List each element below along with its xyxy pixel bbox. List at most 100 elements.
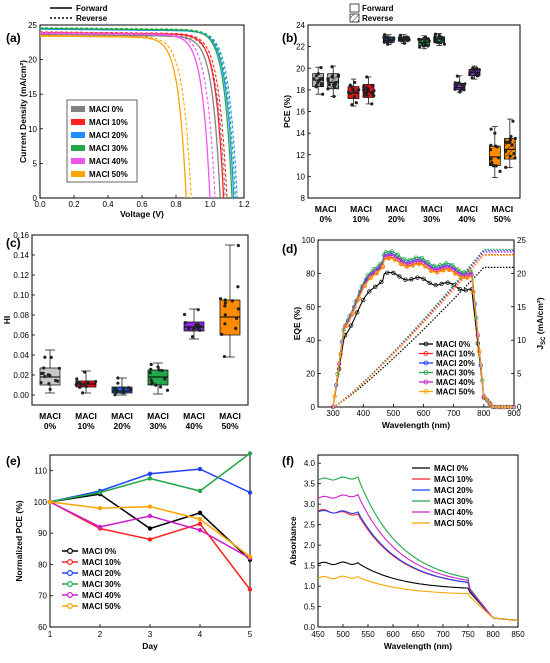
eqe-marker xyxy=(397,274,402,279)
eqe-line xyxy=(332,253,514,408)
data-point xyxy=(86,380,90,384)
data-point xyxy=(236,285,240,289)
category-label: 0% xyxy=(44,421,57,431)
data-point xyxy=(353,80,357,85)
data-point xyxy=(462,88,466,92)
category-label: MACI xyxy=(456,204,478,214)
eqe-marker xyxy=(401,257,407,262)
data-point xyxy=(97,490,103,495)
data-point xyxy=(94,379,98,384)
data-point xyxy=(97,505,103,511)
y-tick-label: 80 xyxy=(38,560,47,569)
legend-marker xyxy=(66,602,73,609)
y-tick-label: 2.5 xyxy=(304,521,316,530)
data-point xyxy=(389,40,393,44)
legend-marker xyxy=(423,389,429,394)
y-tick-label: 0.12 xyxy=(13,271,29,280)
category-label: 30% xyxy=(149,421,166,431)
data-point xyxy=(365,75,369,79)
data-point xyxy=(371,83,375,88)
y-tick-label: 0 xyxy=(311,403,316,412)
category-label: 20% xyxy=(113,421,130,431)
series-line-forward xyxy=(40,34,221,199)
data-point xyxy=(97,524,103,530)
y-axis-label: HI xyxy=(2,316,12,325)
data-point xyxy=(314,85,318,89)
y-tick-label: 0.00 xyxy=(13,391,29,400)
data-point xyxy=(116,376,120,380)
panel-label: (f) xyxy=(282,454,294,468)
x-tick-label: 3 xyxy=(148,630,153,639)
data-point xyxy=(459,88,463,92)
data-point xyxy=(490,160,494,165)
y-tick-label: 24 xyxy=(296,21,305,30)
data-point xyxy=(468,70,472,74)
x-tick-label: 600 xyxy=(417,409,431,418)
legend-reverse-label: Reverse xyxy=(76,14,108,23)
eqe-marker xyxy=(385,270,390,275)
eqe-marker xyxy=(404,264,410,269)
data-point xyxy=(455,74,460,78)
legend-label: MACI 20% xyxy=(82,569,121,578)
data-point xyxy=(405,38,409,42)
eqe-marker xyxy=(428,268,434,274)
data-point xyxy=(350,103,354,107)
x-tick-label: 4 xyxy=(198,630,203,639)
eqe-line xyxy=(332,254,514,408)
data-point xyxy=(316,72,320,76)
data-point xyxy=(362,85,366,89)
y-axis-label: Current Density (mA/cm²) xyxy=(18,60,28,163)
data-point xyxy=(321,92,325,96)
data-point xyxy=(511,119,515,123)
eqe-marker xyxy=(374,270,379,276)
eqe-marker xyxy=(383,250,388,255)
series-line-reverse xyxy=(40,34,192,199)
legend-label: MACI 0% xyxy=(82,547,116,556)
x-tick-label: 800 xyxy=(486,630,500,639)
x-axis-label: Voltage (V) xyxy=(120,209,164,219)
data-point xyxy=(489,157,493,161)
data-point xyxy=(147,513,153,519)
x-tick-label: 0.2 xyxy=(68,200,80,209)
eqe-marker xyxy=(433,282,438,288)
data-point xyxy=(349,84,353,89)
x-tick-label: 2 xyxy=(98,630,103,639)
x-tick-label: 0.0 xyxy=(34,200,46,209)
data-point xyxy=(150,381,155,385)
data-point xyxy=(314,74,318,78)
data-point xyxy=(327,83,331,87)
y2-tick-label: 0 xyxy=(517,403,522,412)
legend-label: MACI 0% xyxy=(434,464,468,473)
data-point xyxy=(43,374,47,379)
eqe-marker xyxy=(457,271,462,277)
data-point xyxy=(475,74,480,78)
eqe-line xyxy=(332,250,514,408)
data-point xyxy=(147,471,153,476)
y-tick-label: 15 xyxy=(28,90,37,99)
data-point xyxy=(75,380,79,384)
category-label: MACI xyxy=(350,204,372,214)
eqe-marker xyxy=(427,280,432,286)
data-point xyxy=(504,140,508,144)
eqe-marker xyxy=(457,286,462,292)
legend-marker xyxy=(66,569,73,576)
data-point xyxy=(508,138,512,142)
data-point xyxy=(48,387,52,391)
legend-label: MACI 50% xyxy=(436,388,475,397)
y-tick-label: 0.06 xyxy=(13,331,29,340)
data-point xyxy=(433,35,437,39)
eqe-marker xyxy=(451,282,456,288)
eqe-marker xyxy=(349,323,354,328)
legend-forward-label: Forward xyxy=(362,4,394,13)
y-tick-label: 14 xyxy=(296,129,305,138)
y-tick-label: 100 xyxy=(302,236,316,245)
y-tick-label: 22 xyxy=(296,43,305,52)
legend-label: MACI 0% xyxy=(89,105,123,114)
category-label: MACI xyxy=(111,411,133,421)
data-point xyxy=(453,87,457,91)
data-point xyxy=(236,307,241,311)
eqe-marker xyxy=(434,270,440,275)
eqe-marker xyxy=(463,288,468,293)
eqe-marker xyxy=(344,323,349,328)
y-tick-label: 0.16 xyxy=(13,231,29,240)
